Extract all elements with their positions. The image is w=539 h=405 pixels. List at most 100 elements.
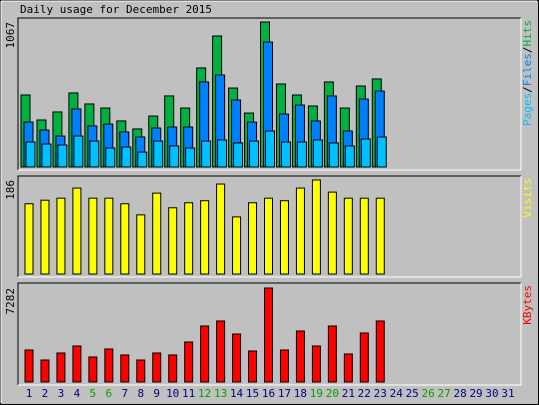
- x-tick-label: 26: [422, 387, 435, 400]
- legend-entry: Hits: [521, 20, 534, 47]
- bar: [200, 200, 210, 275]
- legend-entry: Visits: [521, 178, 534, 218]
- bar: [105, 147, 116, 168]
- panel-highlight: [18, 283, 522, 386]
- x-tick-label: 7: [121, 387, 128, 400]
- x-tick-label: 8: [137, 387, 144, 400]
- x-tick-label: 31: [501, 387, 514, 400]
- bar: [359, 332, 369, 383]
- y-tick-label: 1067: [4, 22, 17, 49]
- bar: [375, 197, 385, 275]
- panel-shadow: [17, 17, 521, 170]
- bar: [360, 138, 371, 168]
- x-tick-label: 27: [438, 387, 451, 400]
- panel-highlight: [18, 176, 522, 278]
- panel-shadow: [17, 282, 521, 385]
- bar: [296, 141, 307, 168]
- x-tick-label: 24: [390, 387, 404, 400]
- bar: [216, 183, 226, 275]
- bar: [295, 330, 305, 383]
- bar: [232, 216, 242, 275]
- x-tick-label: 5: [90, 387, 97, 400]
- x-tick-label: 16: [262, 387, 275, 400]
- bar: [120, 203, 130, 275]
- bar: [312, 139, 323, 168]
- x-tick-label: 2: [42, 387, 49, 400]
- legend-entry: Pages: [521, 93, 534, 126]
- bar: [104, 197, 114, 275]
- bar: [152, 352, 162, 383]
- panel-highlight: [18, 18, 522, 171]
- legend: Visits: [521, 178, 534, 218]
- bar: [279, 349, 289, 383]
- bar: [104, 348, 114, 383]
- x-tick-label: 19: [310, 387, 323, 400]
- bar: [248, 202, 258, 275]
- bar: [327, 191, 337, 275]
- x-tick-label: 21: [342, 387, 355, 400]
- x-tick-label: 23: [374, 387, 387, 400]
- bar: [72, 187, 82, 275]
- bar: [311, 179, 321, 275]
- legend: KBytes: [521, 285, 534, 325]
- chart-title: Daily usage for December 2015: [20, 3, 212, 16]
- bar: [121, 146, 132, 168]
- bar: [24, 203, 34, 275]
- x-tick-label: 12: [198, 387, 211, 400]
- bar: [89, 140, 100, 168]
- bar: [249, 140, 260, 168]
- bar: [217, 139, 228, 168]
- x-tick-label: 14: [230, 387, 244, 400]
- x-tick-label: 15: [246, 387, 259, 400]
- bar: [185, 147, 196, 168]
- bar: [136, 214, 146, 275]
- x-tick-label: 17: [278, 387, 291, 400]
- bar: [248, 350, 258, 383]
- bar: [40, 199, 50, 275]
- x-tick-label: 9: [153, 387, 160, 400]
- bar: [280, 141, 291, 168]
- x-tick-label: 3: [58, 387, 65, 400]
- y-tick-label: 7282: [4, 288, 17, 315]
- bar: [376, 136, 387, 168]
- y-tick-label: 186: [4, 180, 17, 200]
- bar: [168, 354, 178, 383]
- bar: [25, 141, 36, 168]
- legend: Pages/Files/Hits: [521, 20, 534, 126]
- x-tick-label: 1: [26, 387, 33, 400]
- x-tick-label: 25: [406, 387, 419, 400]
- bar: [295, 187, 305, 275]
- bar: [375, 320, 385, 383]
- bar: [88, 356, 98, 383]
- bar: [56, 352, 66, 383]
- bar: [344, 145, 355, 168]
- x-tick-label: 6: [106, 387, 113, 400]
- bar: [137, 151, 148, 168]
- bar: [136, 359, 146, 383]
- bar: [327, 325, 337, 383]
- legend-separator: /: [521, 47, 534, 54]
- bar: [232, 333, 242, 383]
- x-tick-label: 13: [214, 387, 227, 400]
- bar: [153, 140, 164, 168]
- bar: [233, 142, 244, 168]
- bar: [73, 135, 84, 168]
- bar: [279, 200, 289, 275]
- bar: [24, 349, 34, 383]
- bar: [168, 207, 178, 275]
- x-tick-label: 10: [166, 387, 179, 400]
- bar: [359, 197, 369, 275]
- x-tick-label: 18: [294, 387, 307, 400]
- bar: [56, 197, 66, 275]
- bar: [184, 202, 194, 275]
- legend-entry: Files: [521, 53, 534, 86]
- bar: [200, 325, 210, 383]
- x-tick-label: 29: [469, 387, 482, 400]
- bar: [311, 345, 321, 383]
- x-tick-label: 20: [326, 387, 339, 400]
- x-tick-label: 22: [358, 387, 371, 400]
- bar: [88, 197, 98, 275]
- bar: [343, 353, 353, 383]
- x-tick-label: 30: [485, 387, 498, 400]
